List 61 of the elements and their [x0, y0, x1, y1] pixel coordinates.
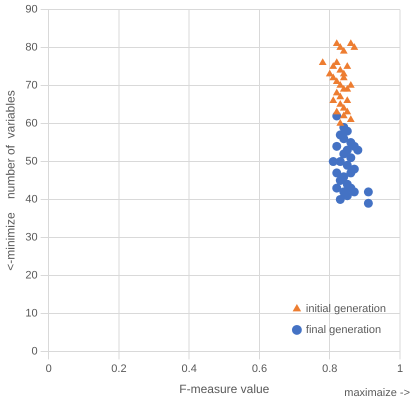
point	[343, 96, 352, 103]
y-tick-label: 0	[32, 345, 38, 358]
point	[353, 146, 362, 155]
point	[332, 142, 342, 151]
point	[336, 100, 344, 107]
point	[329, 62, 338, 69]
point	[326, 70, 334, 76]
x-tick-label: 0.6	[252, 363, 268, 376]
point	[343, 108, 352, 114]
point	[346, 153, 356, 162]
point	[339, 149, 348, 158]
y-tick-label: 50	[25, 156, 38, 168]
point	[328, 157, 338, 166]
legend-label: initial generation	[306, 302, 386, 315]
y-tick-label: 30	[25, 232, 38, 244]
point	[343, 62, 352, 69]
point	[336, 92, 344, 100]
point	[339, 134, 348, 144]
y-tick-label: 20	[25, 269, 38, 282]
y-tick-label: 60	[25, 118, 38, 130]
y-axis-title: <-minimize number of variables	[4, 90, 18, 271]
point	[342, 160, 352, 170]
point	[346, 184, 356, 193]
x-axis-title: F-measure value	[179, 382, 270, 396]
point	[332, 184, 342, 193]
point	[346, 39, 355, 46]
y-tick-label: 70	[25, 80, 38, 92]
point	[332, 168, 342, 178]
point	[336, 81, 344, 88]
point	[340, 104, 348, 111]
y-tick-label: 10	[25, 307, 38, 320]
point	[332, 88, 341, 96]
y-tick-label: 40	[25, 194, 38, 206]
x-tick-label: 0.2	[111, 363, 127, 376]
point	[332, 77, 341, 84]
x-tick-label: 0.4	[182, 363, 197, 376]
y-tick-label: 80	[25, 42, 38, 54]
point	[332, 58, 341, 66]
x-tick-label: 0.8	[322, 363, 338, 376]
point	[340, 84, 348, 92]
point	[350, 43, 358, 50]
point	[318, 58, 327, 66]
x-tick-label: 1	[396, 363, 404, 376]
point	[336, 176, 345, 185]
point	[332, 108, 341, 114]
point	[342, 191, 352, 200]
point	[329, 96, 338, 103]
point	[340, 46, 348, 54]
text: maximaize ->	[344, 387, 410, 399]
point	[364, 198, 373, 208]
point	[336, 66, 344, 73]
y-tick-label: 90	[25, 4, 38, 16]
point	[332, 39, 341, 46]
point	[342, 126, 352, 136]
point	[336, 194, 345, 204]
point	[346, 115, 355, 122]
x-tick-label: 0	[46, 363, 52, 376]
point	[346, 168, 356, 178]
legend-label: final generation	[306, 324, 382, 336]
point	[364, 187, 373, 196]
point	[336, 119, 344, 126]
